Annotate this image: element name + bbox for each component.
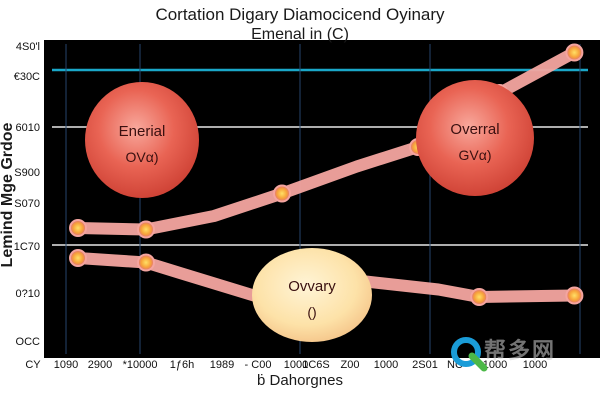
x-tick-label: 1000 [284, 359, 308, 371]
x-tick-label: CY [25, 359, 41, 371]
x-tick-label: 1ƒ6h [170, 359, 194, 371]
x-tick-label: 1989 [210, 359, 234, 371]
x-tick-label: Z00 [341, 359, 360, 371]
x-tick-label: 2900 [88, 359, 112, 371]
x-tick-label: 1000 [374, 359, 398, 371]
watermark-logo-icon [451, 337, 488, 372]
data-point [565, 286, 584, 305]
bubble [85, 82, 199, 198]
y-tick-label: S900 [14, 167, 40, 179]
y-tick-label: OCC [16, 336, 41, 348]
bubble [252, 248, 372, 342]
y-tick-label: 4S0'l [16, 41, 40, 53]
bubble-label: Overral [450, 121, 499, 138]
x-tick-label: - C00 [245, 359, 272, 371]
x-tick-label: 2S01 [412, 359, 438, 371]
chart-subtitle: Emenal in (C) [251, 26, 349, 43]
x-tick-label: *10000 [123, 359, 158, 371]
y-tick-label: 1C70 [14, 241, 40, 253]
data-point [69, 249, 87, 267]
data-point [137, 220, 155, 239]
bubble-label: Ovvary [288, 278, 336, 295]
watermark: 帮多网 [448, 328, 588, 378]
y-axis-label: Lemind Mge Grdoe [0, 122, 16, 268]
x-tick-label: 1000 [483, 359, 507, 371]
y-tick-label: 0?10 [16, 288, 40, 300]
bubble-sublabel: GVα) [459, 147, 492, 163]
x-tick-label: 1C6S [302, 359, 330, 371]
bubble [416, 80, 534, 196]
watermark-text: 帮多网 [484, 338, 557, 363]
data-point [273, 184, 291, 203]
data-point [69, 219, 87, 237]
chart-title: Cortation Digary Diamocicend Oyinary [155, 5, 445, 24]
y-tick-label: €30C [14, 71, 40, 83]
x-axis-label: ḃ Dahorgnes [257, 372, 343, 389]
x-tick-label: 1090 [54, 359, 78, 371]
bubble-label: Enerial [119, 123, 166, 140]
x-tick-label: 1000 [523, 359, 547, 371]
data-point [137, 253, 155, 272]
y-tick-label: 6010 [16, 122, 40, 134]
data-point [565, 43, 584, 62]
bubble-sublabel: OVα) [126, 149, 159, 165]
y-tick-label: S070 [14, 198, 40, 210]
bubble-sublabel: () [307, 304, 316, 320]
data-point [470, 288, 489, 306]
